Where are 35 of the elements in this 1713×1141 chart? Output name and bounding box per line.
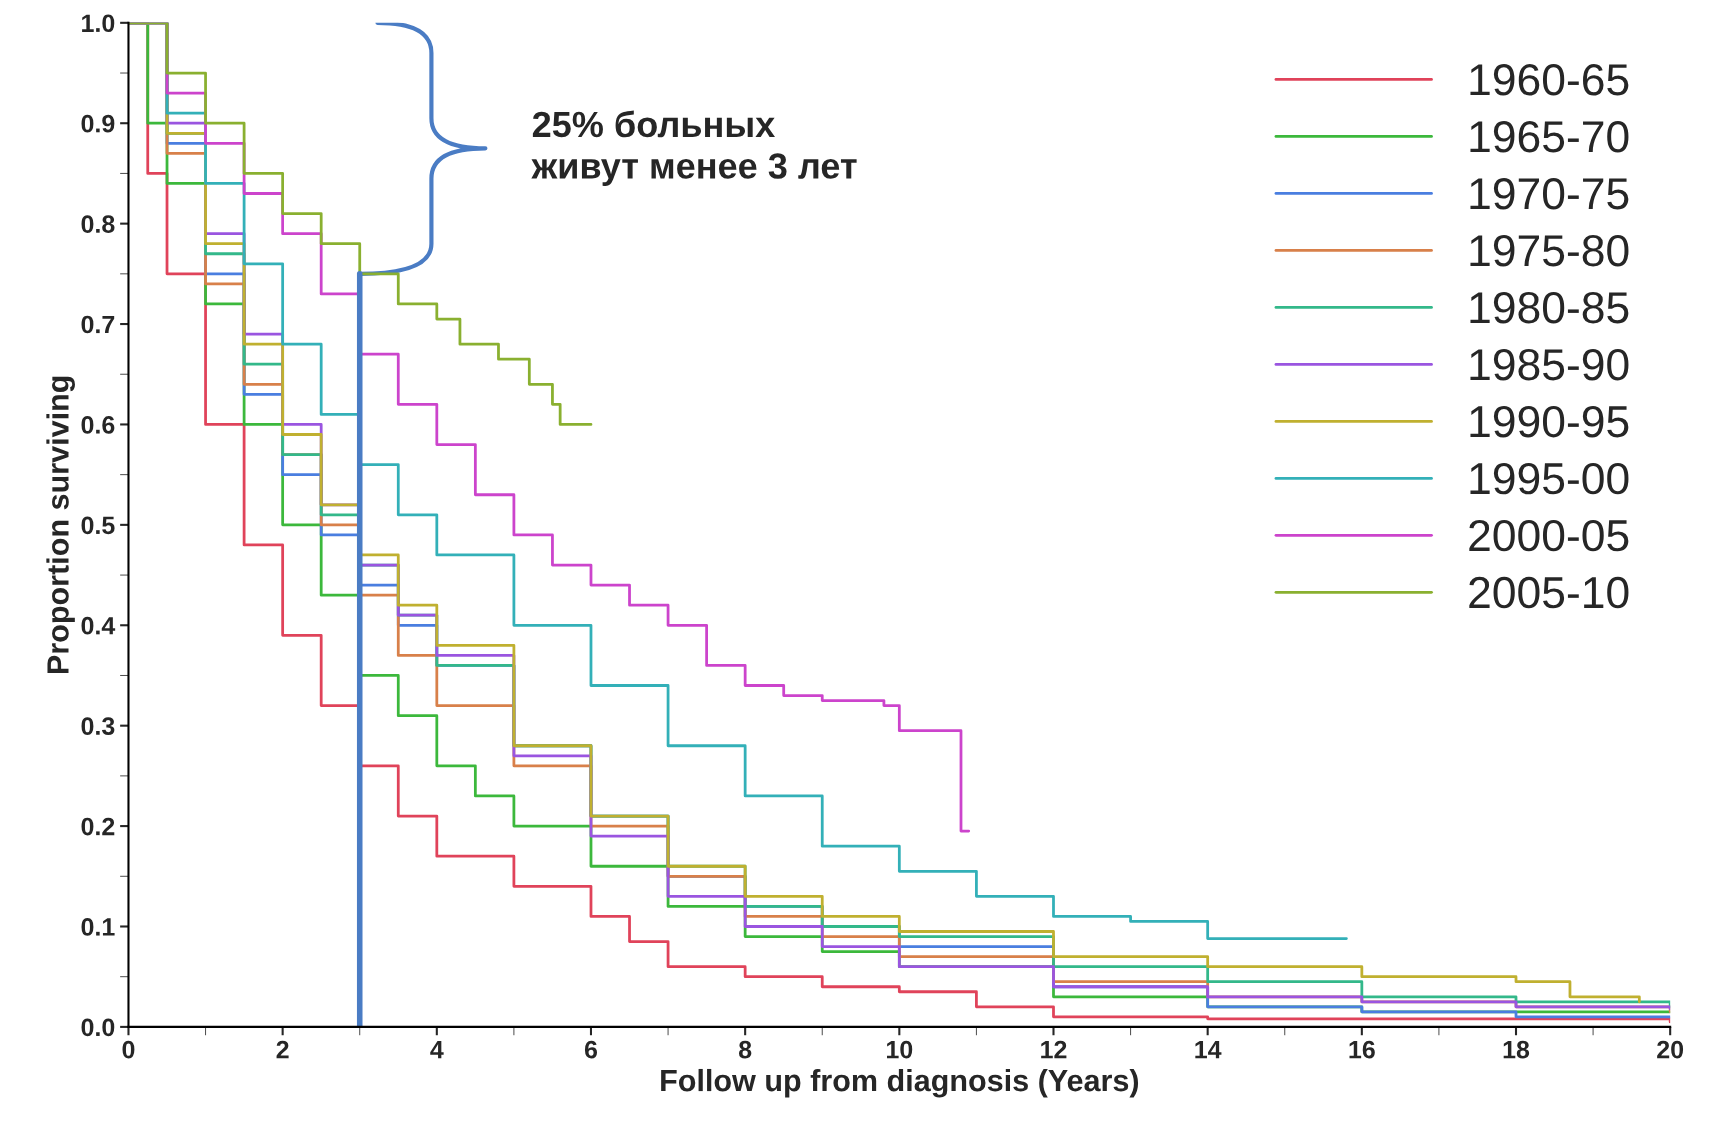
legend-label: 1980-85 <box>1470 291 1629 324</box>
legend-label: 1960-65 <box>1470 63 1629 96</box>
x-tick-label: 18 <box>1503 1040 1530 1059</box>
legend-label: 1990-95 <box>1470 405 1629 438</box>
x-tick-label: 4 <box>430 1041 444 1059</box>
y-tick-label: 0.1 <box>81 918 115 936</box>
y-tick-label: 0.3 <box>81 717 115 736</box>
x-tick-label: 0 <box>122 1040 135 1059</box>
legend-label: 1985-90 <box>1470 348 1629 381</box>
y-tick-label: 1.0 <box>82 14 115 33</box>
y-tick-label: 0.0 <box>81 1018 115 1037</box>
y-tick-label: 0.9 <box>81 114 115 133</box>
y-tick-label: 0.5 <box>81 516 115 535</box>
x-tick-label: 8 <box>739 1040 752 1059</box>
y-tick-label: 0.6 <box>81 416 115 434</box>
legend-label: 1965-70 <box>1470 120 1629 153</box>
y-axis-title: Proportion surviving <box>46 376 75 674</box>
x-tick-label: 6 <box>584 1040 598 1059</box>
y-tick-label: 0.8 <box>81 215 115 233</box>
y-tick-label: 0.4 <box>81 616 116 635</box>
x-tick-label: 2 <box>276 1040 289 1059</box>
x-tick-label: 16 <box>1349 1040 1375 1059</box>
annotation: 25% больных живут менее 3 лет <box>531 110 857 186</box>
x-tick-label: 14 <box>1195 1041 1222 1059</box>
x-axis-title: Follow up from diagnosis (Years) <box>661 1068 1139 1098</box>
legend-label: 2000-05 <box>1469 519 1629 552</box>
y-tick-label: 0.7 <box>81 315 115 334</box>
x-tick-label: 12 <box>1041 1040 1067 1059</box>
legend-label: 2005-10 <box>1469 576 1629 609</box>
x-tick-label: 20 <box>1657 1040 1684 1059</box>
legend-label: 1970-75 <box>1470 177 1629 210</box>
legend-label: 1975-80 <box>1470 234 1629 267</box>
y-tick-label: 0.2 <box>81 817 115 836</box>
legend-label: 1995-00 <box>1470 462 1629 495</box>
x-tick-label: 10 <box>887 1040 913 1059</box>
